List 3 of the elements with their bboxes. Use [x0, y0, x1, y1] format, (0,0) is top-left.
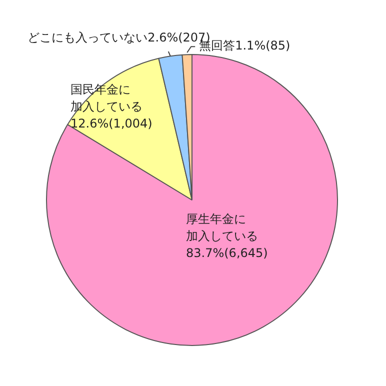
- data-label: 12.6%(1,004): [70, 116, 152, 131]
- slice-label: 厚生年金に加入している: [186, 212, 258, 244]
- data-label: 83.7%(6,645): [186, 246, 268, 260]
